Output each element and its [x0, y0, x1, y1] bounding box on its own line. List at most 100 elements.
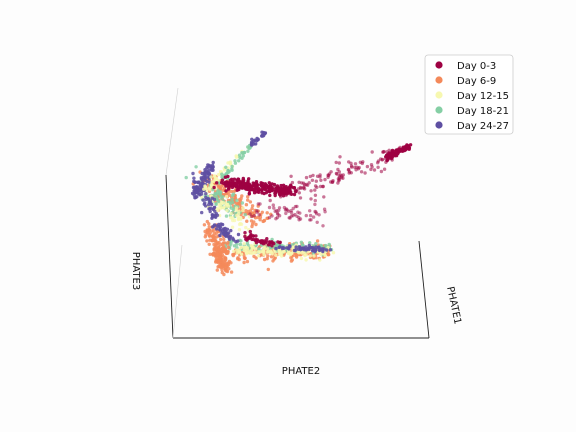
data-point [234, 183, 238, 187]
data-point [226, 240, 230, 245]
legend-entry: Day 6-9 [435, 76, 496, 87]
data-point [370, 150, 374, 154]
data-point [266, 243, 271, 247]
data-point [318, 175, 322, 179]
data-point [272, 241, 276, 246]
data-point [229, 228, 233, 233]
data-point [219, 222, 223, 226]
data-point [304, 245, 308, 249]
data-point [312, 254, 316, 258]
data-point [215, 235, 219, 239]
data-point [211, 160, 215, 165]
data-point [277, 208, 281, 212]
data-point [245, 259, 250, 264]
data-point [226, 251, 230, 255]
data-point [204, 192, 208, 196]
data-point [254, 234, 258, 238]
data-point [211, 252, 216, 256]
data-point [220, 253, 224, 257]
data-point [244, 203, 249, 207]
data-point [193, 190, 197, 194]
data-point [199, 176, 203, 180]
data-point [313, 198, 317, 203]
data-point [230, 197, 234, 202]
data-point [246, 187, 250, 192]
data-point [289, 259, 294, 263]
data-point [209, 175, 213, 179]
data-point [239, 245, 243, 250]
phate3-axis-label: PHATE3 [130, 252, 141, 290]
data-point [273, 256, 277, 260]
data-point [227, 236, 231, 240]
data-point [218, 233, 222, 238]
data-point [226, 170, 230, 174]
back-vertical-edge [165, 87, 179, 176]
data-point [241, 206, 245, 210]
data-point [222, 272, 226, 277]
data-point [244, 209, 248, 213]
data-point [214, 202, 218, 206]
data-point [207, 242, 211, 246]
data-point [256, 254, 261, 258]
data-point [206, 197, 211, 202]
data-point [369, 163, 374, 167]
data-point [281, 189, 286, 194]
legend-marker [435, 121, 443, 129]
data-point [232, 177, 237, 181]
data-point [282, 205, 287, 210]
data-point [321, 224, 325, 228]
data-point [212, 224, 216, 228]
data-point [206, 228, 210, 233]
data-point [337, 161, 341, 165]
data-point [203, 201, 207, 205]
data-point [338, 155, 342, 159]
data-point [300, 246, 304, 251]
data-point [288, 244, 292, 249]
data-point [226, 261, 230, 265]
data-point [285, 246, 289, 250]
data-point [224, 189, 228, 193]
data-point [265, 211, 269, 215]
data-point [217, 244, 221, 249]
data-point [220, 180, 224, 185]
data-point [314, 242, 318, 246]
data-point [257, 213, 261, 217]
data-point [269, 255, 274, 259]
data-point [246, 198, 250, 202]
data-point [307, 181, 311, 185]
data-point [250, 137, 254, 141]
data-point [385, 153, 389, 158]
data-point [217, 199, 221, 204]
data-point [203, 229, 207, 234]
axis-frame [165, 87, 430, 339]
data-point [236, 216, 241, 221]
data-point [303, 253, 307, 258]
data-point [201, 198, 205, 202]
data-point [242, 256, 247, 260]
data-point [184, 175, 188, 180]
data-point [277, 192, 282, 196]
data-point [221, 229, 225, 233]
data-point [216, 173, 221, 177]
data-point [308, 254, 313, 258]
data-point [210, 180, 214, 184]
data-point [260, 134, 265, 138]
data-point [271, 203, 275, 207]
data-point [266, 267, 270, 272]
data-point [262, 252, 266, 257]
data-point [215, 268, 219, 272]
data-point [315, 220, 319, 224]
data-point [235, 188, 239, 192]
data-point [222, 168, 227, 172]
data-point [363, 171, 367, 175]
data-point [244, 225, 248, 230]
data-point [223, 201, 228, 205]
data-point [267, 215, 272, 220]
data-point [220, 265, 225, 269]
data-point [244, 245, 248, 250]
data-point [346, 168, 351, 172]
data-point [229, 261, 233, 265]
data-point [237, 228, 242, 232]
data-point [358, 160, 363, 164]
data-point [274, 253, 278, 257]
